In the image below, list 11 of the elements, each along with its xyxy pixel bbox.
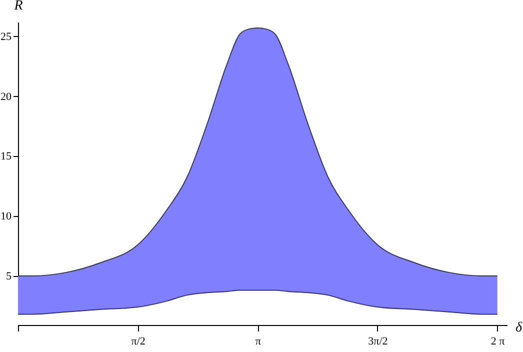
y-tick-label: 25 <box>0 30 12 43</box>
y-tick-label: 5 <box>6 270 12 282</box>
y-tick-label: 20 <box>0 90 12 103</box>
y-tick-label: 10 <box>0 210 12 223</box>
y-tick-label: 15 <box>0 150 12 163</box>
y-axis-title: R <box>13 0 24 14</box>
x-axis-title: δ <box>516 320 522 336</box>
x-tick-label: 2 π <box>490 336 506 348</box>
x-tick-label: 3π/2 <box>368 336 388 348</box>
x-tick-label: π <box>255 336 262 348</box>
x-tick-label: π/2 <box>131 336 146 348</box>
